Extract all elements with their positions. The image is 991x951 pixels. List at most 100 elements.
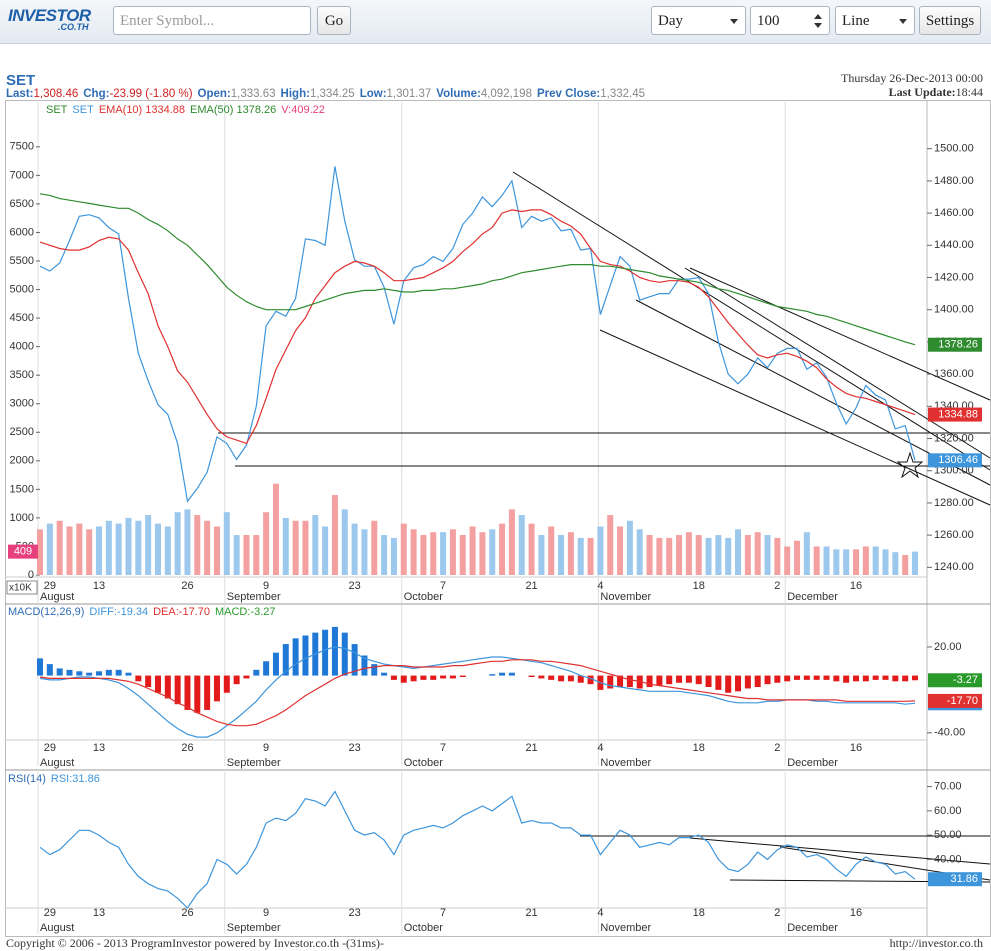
y-tick-label: -40.00 (934, 727, 965, 739)
volume-bar (686, 532, 692, 575)
y-tick-label: 50.00 (934, 829, 962, 841)
macd-bar (902, 676, 908, 682)
volume-bar (86, 529, 92, 575)
volume-bar (194, 515, 200, 575)
x-tick-label: 21 (525, 742, 537, 754)
month-label: November (600, 757, 651, 769)
macd-bar (499, 673, 505, 676)
macd-bar (676, 676, 682, 683)
volume-bar (745, 535, 751, 575)
volume-bar (873, 546, 879, 575)
volume-bar (116, 524, 122, 575)
x-tick-label: 23 (348, 580, 360, 592)
volume-bar (332, 495, 338, 575)
y-tick-label: 1260.00 (934, 529, 974, 541)
macd-bar (804, 676, 810, 680)
volume-bar (76, 524, 82, 575)
volume-bar (135, 521, 141, 575)
macd-bar (381, 673, 387, 676)
volume-bar (57, 521, 63, 575)
volume-bar (715, 535, 721, 575)
y-tick-label: 2000 (10, 455, 34, 467)
macd-bar (253, 670, 259, 676)
y-tick-label: 1420.00 (934, 271, 974, 283)
macd-bar (824, 676, 830, 680)
x-tick-label: 2 (774, 907, 780, 919)
volume-bar (647, 535, 653, 575)
volume-bar (175, 512, 181, 575)
macd-bar (538, 676, 544, 679)
volume-bar (342, 509, 348, 575)
macd-bar (607, 676, 613, 689)
y-tick-label: 0 (28, 569, 34, 581)
x-tick-label: 16 (850, 742, 862, 754)
volume-bar (184, 509, 190, 575)
volume-bar (293, 521, 299, 575)
site-url[interactable]: http://investor.co.th (890, 936, 983, 951)
macd-bar (420, 676, 426, 680)
macd-bar (686, 676, 692, 683)
x-tick-label: 16 (850, 907, 862, 919)
macd-bar (696, 676, 702, 685)
value-tag-label: 1378.26 (938, 339, 978, 351)
last-update: Last Update:18:44 (889, 85, 983, 100)
macd-bar (116, 670, 122, 676)
volume-bar (863, 546, 869, 575)
month-label: August (40, 757, 74, 769)
symbol: SET (6, 72, 35, 89)
month-label: December (787, 591, 838, 603)
month-label: August (40, 922, 74, 934)
update-label: Last Update: (889, 85, 956, 99)
stat-label: Open: (198, 88, 231, 100)
macd-bar (47, 664, 53, 675)
value-tag-label: -3.27 (953, 674, 978, 686)
volume-bar (824, 546, 830, 575)
stat-value: 1,333.63 (231, 88, 276, 100)
copyright: Copyright © 2006 - 2013 ProgramInvestor … (6, 936, 384, 951)
macd-bar (135, 676, 141, 682)
volume-bar (853, 549, 859, 575)
macd-bar (647, 676, 653, 687)
volume-bar (814, 546, 820, 575)
y-tick-label: 1500.00 (934, 143, 974, 155)
update-time: 18:44 (956, 85, 983, 99)
month-label: December (787, 922, 838, 934)
macd-bar (794, 676, 800, 680)
volume-bar (273, 484, 279, 575)
y-tick-label: 1500 (10, 483, 34, 495)
x-tick-label: 7 (440, 742, 446, 754)
y-tick-label: 1240.00 (934, 561, 974, 573)
value-tag-label: 409 (14, 546, 32, 558)
macd-bar (460, 676, 466, 677)
x-tick-label: 29 (44, 742, 56, 754)
volume-bar (96, 526, 102, 575)
macd-bar (755, 676, 761, 687)
x-tick-label: 2 (774, 742, 780, 754)
volume-bar (361, 529, 367, 575)
macd-bar (745, 676, 751, 689)
month-label: October (404, 922, 443, 934)
volume-bar (804, 532, 810, 575)
x-tick-label: 9 (263, 580, 269, 592)
legend-entry: SET (72, 104, 94, 116)
volume-bar (902, 555, 908, 575)
x-tick-label: 9 (263, 742, 269, 754)
volume-bar (519, 515, 525, 575)
x-tick-label: 29 (44, 580, 56, 592)
volume-bar (391, 538, 397, 575)
macd-bar (489, 674, 495, 675)
volume-bar (430, 532, 436, 575)
volume-bar (411, 529, 417, 575)
y-tick-label: 5000 (10, 283, 34, 295)
macd-bar (175, 676, 181, 705)
macd-bar (155, 676, 161, 693)
macd-bar (342, 633, 348, 676)
x-tick-label: 4 (597, 907, 603, 919)
macd-bar (273, 653, 279, 676)
volume-bar (125, 518, 131, 575)
volume-bar (666, 538, 672, 575)
quote-date: Thursday 26-Dec-2013 00:00 (841, 71, 983, 86)
volume-bar (47, 524, 53, 575)
stat-value: -23.99 (-1.80 %) (109, 88, 192, 100)
macd-bar (863, 676, 869, 682)
